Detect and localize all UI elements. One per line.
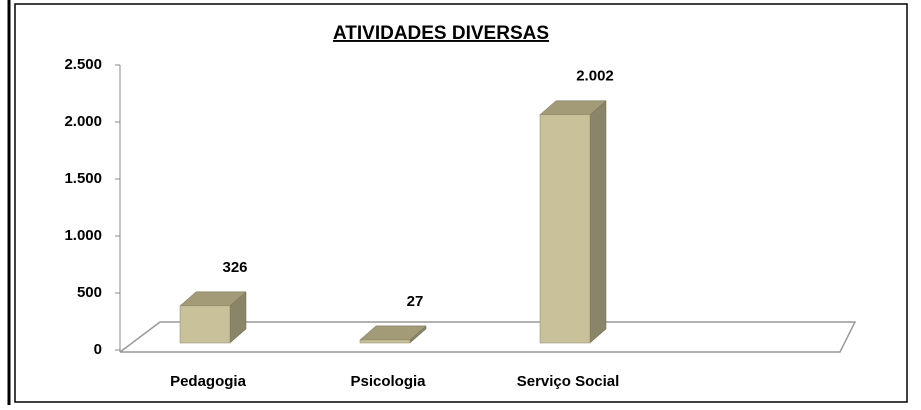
y-tick-label: 2.000 [64,113,102,130]
x-tick-label: Pedagogia [170,373,247,390]
x-tick-label: Psicologia [350,373,426,390]
bar [539,114,591,344]
data-label: 27 [407,293,424,310]
y-tick-label: 1.500 [64,170,102,187]
chart-frame [14,3,908,403]
y-tick-label: 1.000 [64,227,102,244]
bar [179,305,231,344]
data-label: 2.002 [576,68,614,85]
floor [119,321,857,353]
x-tick-label: Serviço Social [517,373,620,390]
y-tick-label: 0 [94,341,102,358]
chart-title: ATIVIDADES DIVERSAS [333,23,549,44]
y-tick-label: 500 [77,284,102,301]
data-label: 326 [222,259,247,276]
bar-side [589,100,607,344]
y-tick-label: 2.500 [64,56,102,73]
bar [359,339,411,344]
